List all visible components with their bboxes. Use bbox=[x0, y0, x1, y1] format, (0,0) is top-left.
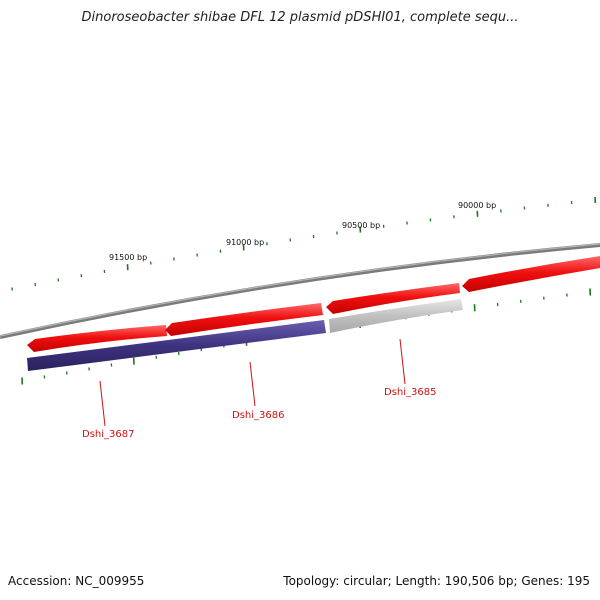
tick-label: 91500 bp bbox=[109, 253, 147, 262]
gene-label-leader bbox=[249, 361, 256, 407]
sequence-summary: Topology: circular; Length: 190,506 bp; … bbox=[283, 574, 590, 588]
forward-cds-arrow[interactable] bbox=[326, 283, 460, 314]
outer-tick-row bbox=[11, 196, 597, 291]
map-title: Dinoroseobacter shibae DFL 12 plasmid pD… bbox=[81, 10, 519, 25]
gene-label-dshi-3685[interactable]: Dshi_3685 bbox=[384, 387, 436, 398]
gene-label-leader bbox=[99, 380, 106, 427]
pseudo-gene-bar[interactable] bbox=[329, 299, 463, 333]
reverse-cds-bar[interactable] bbox=[27, 320, 326, 371]
forward-cds-arrow[interactable] bbox=[165, 303, 323, 336]
backbone-arc bbox=[0, 243, 600, 339]
forward-cds-arrow[interactable] bbox=[462, 256, 600, 292]
tick-label: 91000 bp bbox=[226, 238, 264, 247]
backbone-arc-highlight bbox=[0, 243, 600, 337]
gene-label-leader bbox=[399, 338, 406, 385]
tick-label: 90000 bp bbox=[458, 201, 496, 210]
forward-cds-arrow[interactable] bbox=[27, 325, 167, 352]
accession-text: Accession: NC_009955 bbox=[8, 574, 145, 588]
tick-label: 90500 bp bbox=[342, 221, 380, 230]
gene-label-dshi-3686[interactable]: Dshi_3686 bbox=[232, 410, 284, 421]
gene-label-dshi-3687[interactable]: Dshi_3687 bbox=[82, 429, 134, 440]
